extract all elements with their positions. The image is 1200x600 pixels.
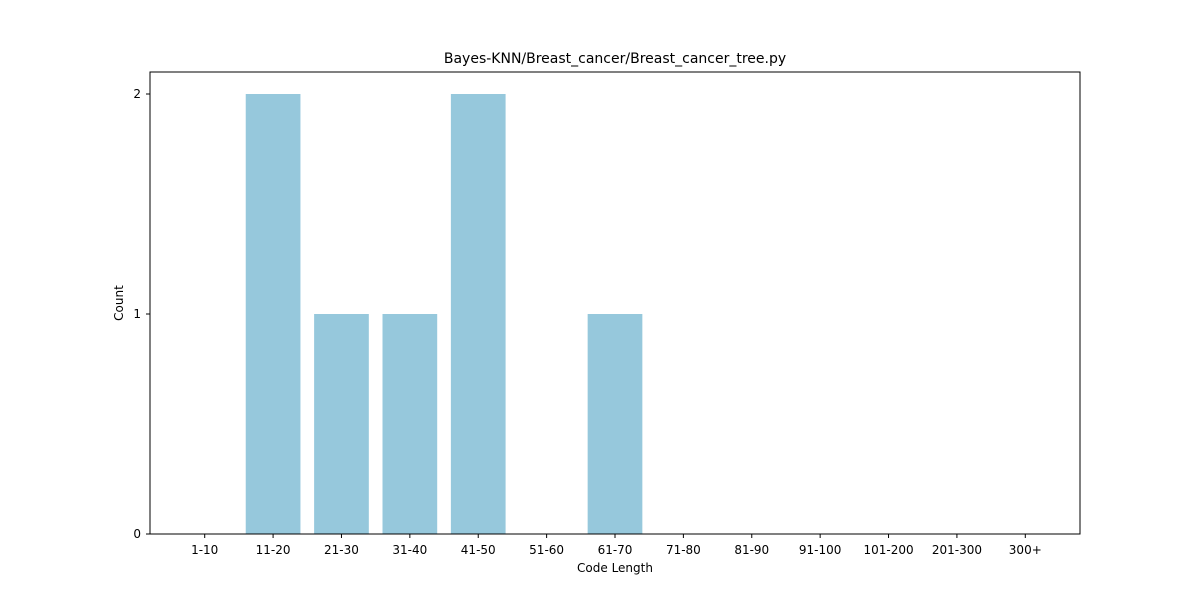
x-tick-label: 201-300 (932, 543, 982, 557)
bar-41-50 (450, 94, 506, 534)
bar-21-30 (314, 314, 369, 534)
y-tick-label: 1 (133, 307, 141, 321)
x-tick-label: 91-100 (799, 543, 842, 557)
x-tick-label: 1-10 (191, 543, 218, 557)
x-tick-label: 21-30 (324, 543, 359, 557)
x-tick-label: 11-20 (256, 543, 291, 557)
x-tick-label: 81-90 (734, 543, 769, 557)
bar-31-40 (382, 314, 438, 534)
x-tick-label: 31-40 (392, 543, 427, 557)
chart-title: Bayes-KNN/Breast_cancer/Breast_cancer_tr… (444, 51, 786, 67)
bars-layer (245, 94, 643, 534)
x-tick-label: 300+ (1009, 543, 1042, 557)
y-axis-label: Count (112, 285, 126, 321)
y-tick-label: 0 (133, 527, 141, 541)
x-tick-label: 101-200 (863, 543, 913, 557)
x-tick-label: 71-80 (666, 543, 701, 557)
y-axis-ticks: 0 1 2 (133, 87, 150, 541)
x-axis-ticks: 1-10 11-20 21-30 31-40 41-50 51-60 61-70 71-80 8… (191, 534, 1042, 557)
x-tick-label: 41-50 (461, 543, 496, 557)
x-axis-label: Code Length (577, 561, 653, 575)
y-tick-label: 2 (133, 87, 141, 101)
bar-61-70 (587, 314, 643, 534)
bar-11-20 (245, 94, 301, 534)
x-tick-label: 51-60 (529, 543, 564, 557)
x-tick-label: 61-70 (598, 543, 633, 557)
